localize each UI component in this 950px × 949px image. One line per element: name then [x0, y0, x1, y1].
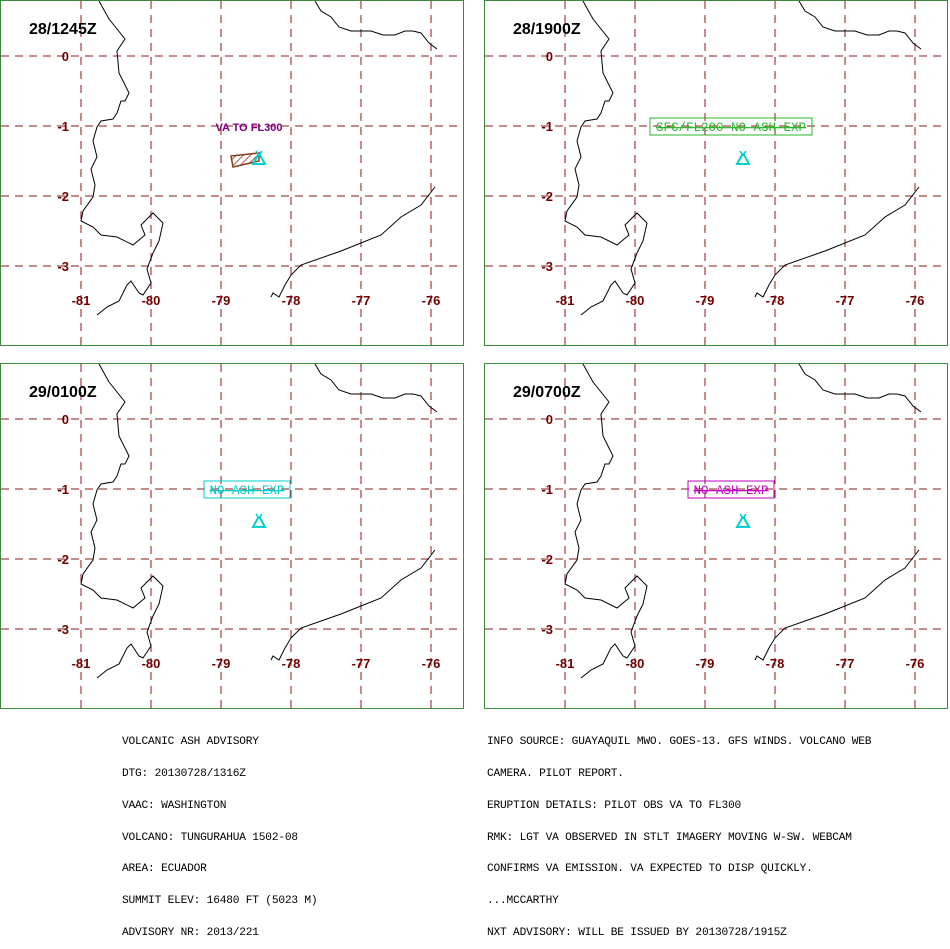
- advisory-line: VAAC: WASHINGTON: [122, 799, 227, 812]
- volcano-icon: [251, 150, 267, 165]
- advisory-line: VOLCANIC ASH ADVISORY: [122, 736, 259, 749]
- advisory-line: NXT ADVISORY: WILL BE ISSUED BY 20130728…: [487, 926, 787, 939]
- advisory-line: VOLCANO: TUNGURAHUA 1502-08: [122, 831, 298, 844]
- longitude-tick-label: -81: [556, 656, 575, 671]
- panel-valid-time: 28/1900Z: [513, 21, 581, 38]
- latitude-tick-label: 0: [62, 412, 69, 427]
- coastline: [314, 1, 438, 50]
- coastline: [80, 1, 164, 316]
- longitude-tick-label: -79: [696, 656, 715, 671]
- coastline: [564, 1, 648, 316]
- coastline: [80, 364, 164, 679]
- latitude-tick-label: -2: [57, 189, 69, 204]
- latitude-tick-label: -3: [541, 259, 553, 274]
- advisory-line: ...MCCARTHY: [487, 895, 559, 908]
- longitude-tick-label: -80: [142, 656, 161, 671]
- advisory-line: RMK: LGT VA OBSERVED IN STLT IMAGERY MOV…: [487, 831, 852, 844]
- longitude-tick-label: -77: [352, 656, 371, 671]
- longitude-tick-label: -78: [282, 656, 301, 671]
- longitude-tick-label: -76: [906, 656, 925, 671]
- latitude-tick-label: -3: [57, 259, 69, 274]
- longitude-tick-label: -79: [212, 293, 231, 308]
- longitude-tick-label: -76: [422, 656, 441, 671]
- latitude-tick-label: -3: [57, 622, 69, 637]
- latitude-tick-label: -3: [541, 622, 553, 637]
- longitude-tick-label: -79: [696, 293, 715, 308]
- longitude-tick-label: -80: [626, 293, 645, 308]
- ash-label: NO ASH EXP: [693, 484, 768, 498]
- volcano-icon: [735, 513, 751, 528]
- coastline: [798, 364, 922, 413]
- latitude-tick-label: 0: [62, 49, 69, 64]
- map-canvas: -81 -80 -79 -78 -77 -76 0 -1 -2 -3 NO ASH EXP: [1, 364, 463, 708]
- advisory-line: ERUPTION DETAILS: PILOT OBS VA TO FL300: [487, 799, 742, 812]
- latitude-tick-label: 0: [546, 412, 553, 427]
- ash-label: SFC/FL200 NO ASH EXP: [656, 121, 806, 135]
- longitude-tick-label: -81: [556, 293, 575, 308]
- longitude-tick-label: -81: [72, 656, 91, 671]
- longitude-tick-label: -78: [282, 293, 301, 308]
- longitude-tick-label: -78: [766, 656, 785, 671]
- latitude-tick-label: -2: [541, 189, 553, 204]
- longitude-tick-label: -81: [72, 293, 91, 308]
- advisory-line: SUMMIT ELEV: 16480 FT (5023 M): [122, 895, 318, 908]
- ash-label-box: [203, 480, 291, 499]
- longitude-tick-label: -80: [626, 656, 645, 671]
- ash-label-box: [687, 480, 775, 499]
- longitude-tick-label: -77: [352, 293, 371, 308]
- ash-cloud-polygon: [230, 152, 260, 168]
- map-panel: -81 -80 -79 -78 -77 -76 0 -1 -2 -3 VA TO FL300 28/1…: [0, 0, 464, 346]
- latitude-tick-label: -1: [541, 482, 553, 497]
- coastline: [754, 549, 920, 661]
- advisory-line: ADVISORY NR: 2013/221: [122, 926, 259, 939]
- map-panel: -81 -80 -79 -78 -77 -76 0 -1 -2 -3 NO ASH EXP 29/01…: [0, 363, 464, 709]
- map-canvas: -81 -80 -79 -78 -77 -76 0 -1 -2 -3 NO ASH EXP: [485, 364, 947, 708]
- advisory-right: INFO SOURCE: GUAYAQUIL MWO. GOES-13. GFS…: [487, 716, 872, 949]
- latitude-tick-label: 0: [546, 49, 553, 64]
- panel-valid-time: 28/1245Z: [29, 21, 97, 38]
- longitude-tick-label: -76: [906, 293, 925, 308]
- ash-label: VA TO FL300: [215, 122, 282, 134]
- longitude-tick-label: -80: [142, 293, 161, 308]
- advisory-line: AREA: ECUADOR: [122, 863, 207, 876]
- advisory-left: VOLCANIC ASH ADVISORY DTG: 20130728/1316…: [122, 716, 318, 949]
- latitude-tick-label: -1: [57, 482, 69, 497]
- advisory-line: CONFIRMS VA EMISSION. VA EXPECTED TO DIS…: [487, 863, 813, 876]
- ash-label: NO ASH EXP: [209, 484, 284, 498]
- longitude-tick-label: -79: [212, 656, 231, 671]
- map-panel: -81 -80 -79 -78 -77 -76 0 -1 -2 -3 SFC/FL200 NO AS…: [484, 0, 948, 346]
- volcano-icon: [251, 513, 267, 528]
- coastline: [798, 1, 922, 50]
- coastline: [270, 186, 436, 298]
- map-panel: -81 -80 -79 -78 -77 -76 0 -1 -2 -3 NO ASH EXP 29/07…: [484, 363, 948, 709]
- coastline: [270, 549, 436, 661]
- longitude-tick-label: -76: [422, 293, 441, 308]
- longitude-tick-label: -77: [836, 656, 855, 671]
- ash-label-box: [649, 117, 813, 136]
- volcano-icon: [735, 150, 751, 165]
- panel-valid-time: 29/0700Z: [513, 384, 581, 401]
- latitude-tick-label: -1: [541, 119, 553, 134]
- latitude-tick-label: -2: [57, 552, 69, 567]
- latitude-tick-label: -1: [57, 119, 69, 134]
- panel-valid-time: 29/0100Z: [29, 384, 97, 401]
- coastline: [314, 364, 438, 413]
- longitude-tick-label: -77: [836, 293, 855, 308]
- advisory-line: INFO SOURCE: GUAYAQUIL MWO. GOES-13. GFS…: [487, 736, 872, 749]
- longitude-tick-label: -78: [766, 293, 785, 308]
- advisory-line: DTG: 20130728/1316Z: [122, 767, 246, 780]
- advisory-line: CAMERA. PILOT REPORT.: [487, 767, 624, 780]
- map-canvas: -81 -80 -79 -78 -77 -76 0 -1 -2 -3 SFC/FL200 NO AS…: [485, 1, 947, 345]
- map-canvas: -81 -80 -79 -78 -77 -76 0 -1 -2 -3 VA TO FL300: [1, 1, 463, 345]
- latitude-tick-label: -2: [541, 552, 553, 567]
- coastline: [754, 186, 920, 298]
- coastline: [564, 364, 648, 679]
